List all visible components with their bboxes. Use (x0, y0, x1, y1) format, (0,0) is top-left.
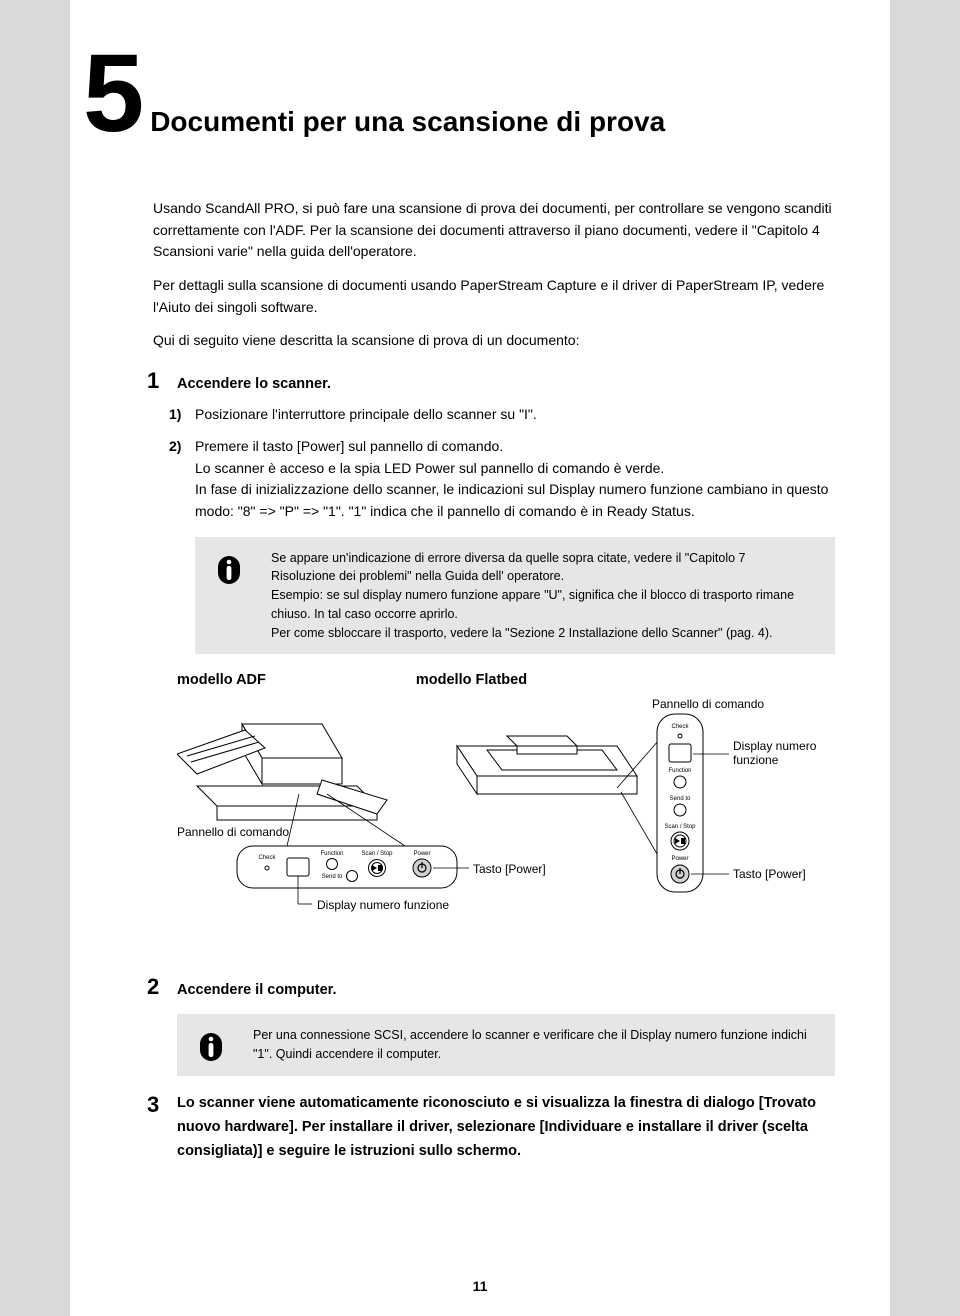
model-labels-row: modello ADF modello Flatbed (177, 672, 835, 688)
step-3-number: 3 (147, 1092, 177, 1118)
flatbed-power-callout: Tasto [Power] (733, 867, 806, 881)
page-number: 11 (70, 1278, 890, 1294)
svg-text:Check: Check (258, 855, 276, 861)
step-1-title: Accendere lo scanner. (177, 376, 331, 392)
step-2-title: Accendere il computer. (177, 982, 337, 998)
adf-power-callout: Tasto [Power] (473, 862, 546, 876)
svg-text:Function: Function (320, 851, 343, 857)
step-2-number: 2 (147, 974, 177, 1000)
svg-text:Scan / Stop: Scan / Stop (361, 851, 393, 857)
svg-text:Check: Check (671, 724, 689, 730)
flatbed-panel-label: Pannello di comando (652, 697, 764, 711)
scanner-diagram: modello ADF modello Flatbed (177, 672, 835, 956)
warning-note-1-line1: Se appare un'indicazione di errore diver… (271, 551, 745, 584)
step-1-sub-1-text: Posizionare l'interruttore principale de… (195, 404, 537, 426)
svg-text:Send to: Send to (322, 874, 343, 880)
model-flatbed-label: modello Flatbed (416, 672, 527, 688)
svg-text:Scan / Stop: Scan / Stop (664, 824, 696, 830)
svg-text:Send to: Send to (670, 796, 691, 802)
step-1-sub-1-num: 1) (169, 406, 195, 422)
warning-note-1-line3: Per come sbloccare il trasporto, vedere … (271, 626, 773, 640)
step-1-number: 1 (147, 368, 177, 394)
intro-paragraph-1: Usando ScandAll PRO, si può fare una sca… (153, 198, 835, 263)
warning-icon (199, 1032, 223, 1062)
warning-note-1-text: Se appare un'indicazione di errore diver… (271, 549, 807, 643)
flatbed-display-callout: Display numero funzione (733, 739, 820, 767)
step-3-title: Lo scanner viene automaticamente riconos… (177, 1092, 835, 1164)
svg-text:Function: Function (668, 768, 691, 774)
warning-note-1-line2: Esempio: se sul display numero funzione … (271, 588, 794, 621)
step-1-sub-2: 2) Premere il tasto [Power] sul pannello… (169, 436, 835, 458)
step-2: 2 Accendere il computer. (147, 974, 835, 1000)
document-page: 5 Documenti per una scansione di prova U… (70, 0, 890, 1316)
adf-display-callout: Display numero funzione (317, 898, 449, 912)
step-3: 3 Lo scanner viene automaticamente ricon… (147, 1092, 835, 1164)
intro-paragraph-3: Qui di seguito viene descritta la scansi… (153, 330, 835, 352)
step-1: 1 Accendere lo scanner. (147, 368, 835, 394)
scanner-diagram-svg: Pannello di comando Check Function Send … (177, 696, 857, 951)
model-adf-label: modello ADF (177, 672, 266, 688)
warning-note-2-text: Per una connessione SCSI, accendere lo s… (253, 1026, 807, 1064)
step-1-sub-2-line2: In fase di inizializzazione dello scanne… (195, 479, 835, 522)
chapter-header: 5 Documenti per una scansione di prova (83, 50, 835, 138)
svg-text:Power: Power (671, 856, 688, 862)
step-1-sub-2-text: Premere il tasto [Power] sul pannello di… (195, 436, 503, 458)
step-1-sub-2-num: 2) (169, 438, 195, 454)
step-1-sub-2-line1: Lo scanner è acceso e la spia LED Power … (195, 458, 835, 480)
warning-note-2: Per una connessione SCSI, accendere lo s… (177, 1014, 835, 1076)
svg-text:Power: Power (413, 851, 430, 857)
warning-icon (217, 555, 241, 585)
chapter-title: Documenti per una scansione di prova (150, 106, 665, 138)
intro-paragraph-2: Per dettagli sulla scansione di document… (153, 275, 835, 318)
step-1-sub-1: 1) Posizionare l'interruttore principale… (169, 404, 835, 426)
adf-panel-label: Pannello di comando (177, 825, 289, 839)
warning-note-1: Se appare un'indicazione di errore diver… (195, 537, 835, 655)
chapter-number: 5 (83, 50, 144, 138)
